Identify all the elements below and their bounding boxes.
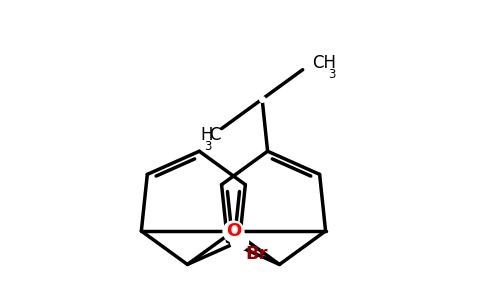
Text: C: C — [209, 126, 220, 144]
Text: CH: CH — [312, 54, 336, 72]
Text: 3: 3 — [204, 140, 211, 153]
Text: Br: Br — [246, 245, 268, 263]
Text: 3: 3 — [328, 68, 335, 81]
Text: H: H — [200, 126, 212, 144]
Text: O: O — [226, 222, 241, 240]
